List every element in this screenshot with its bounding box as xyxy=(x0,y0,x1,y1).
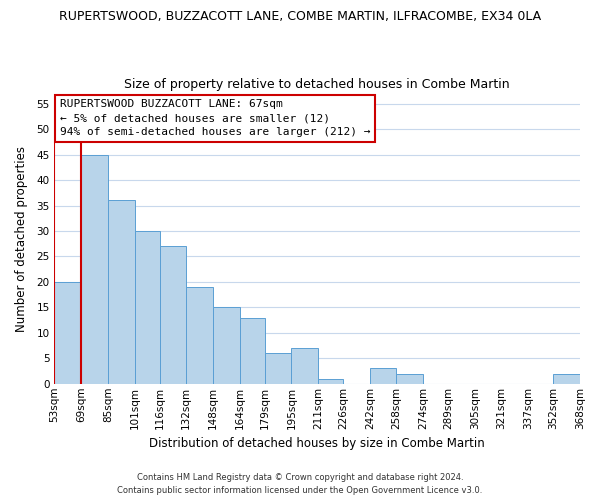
Bar xyxy=(134,231,160,384)
Bar xyxy=(239,318,265,384)
Bar xyxy=(108,200,134,384)
Bar xyxy=(318,378,343,384)
Bar xyxy=(397,374,423,384)
Text: RUPERTSWOOD, BUZZACOTT LANE, COMBE MARTIN, ILFRACOMBE, EX34 0LA: RUPERTSWOOD, BUZZACOTT LANE, COMBE MARTI… xyxy=(59,10,541,23)
Bar xyxy=(370,368,397,384)
Bar xyxy=(553,374,580,384)
Bar xyxy=(160,246,186,384)
Bar xyxy=(265,353,292,384)
Bar xyxy=(292,348,318,384)
Text: RUPERTSWOOD BUZZACOTT LANE: 67sqm
← 5% of detached houses are smaller (12)
94% o: RUPERTSWOOD BUZZACOTT LANE: 67sqm ← 5% o… xyxy=(60,100,370,138)
Bar xyxy=(55,282,81,384)
X-axis label: Distribution of detached houses by size in Combe Martin: Distribution of detached houses by size … xyxy=(149,437,485,450)
Bar xyxy=(81,154,108,384)
Title: Size of property relative to detached houses in Combe Martin: Size of property relative to detached ho… xyxy=(124,78,510,91)
Text: Contains HM Land Registry data © Crown copyright and database right 2024.
Contai: Contains HM Land Registry data © Crown c… xyxy=(118,474,482,495)
Bar xyxy=(213,308,239,384)
Y-axis label: Number of detached properties: Number of detached properties xyxy=(15,146,28,332)
Bar xyxy=(186,287,213,384)
